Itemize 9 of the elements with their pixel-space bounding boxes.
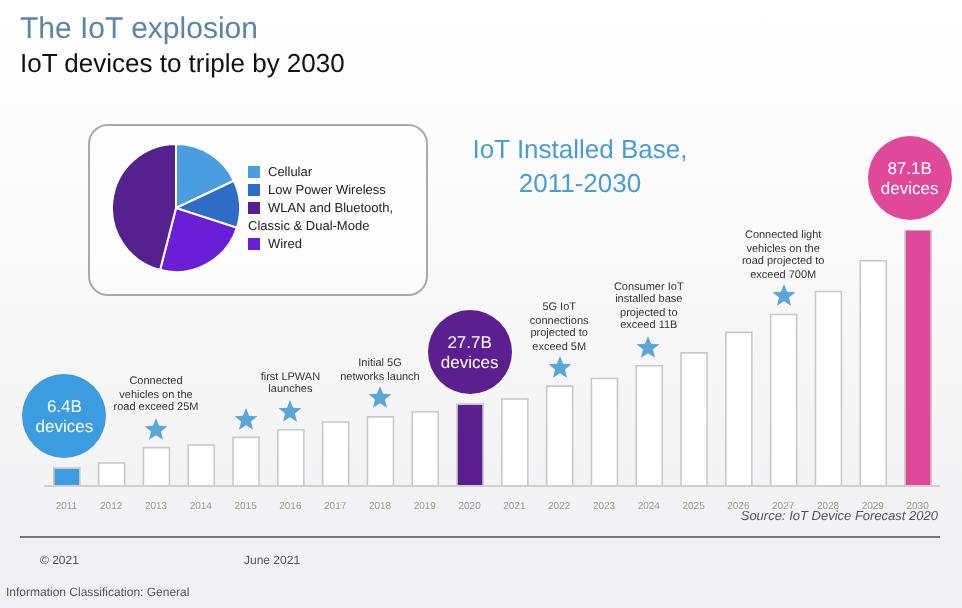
annotation: 27.7B devices [439,332,500,373]
callout-circle: 27.7B devices [427,310,512,395]
chart-title: IoT Installed Base, 2011-2030 [470,132,690,200]
annotation: 87.1B devices [879,158,940,198]
chart-title: The IoT explosion [20,12,258,46]
chart-subtitle: IoT devices to triple by 2030 [20,48,345,78]
annotation: 6.4B devices [34,396,95,437]
callout-circle: 87.1B devices [867,136,952,220]
callout-circle: 6.4B devices [22,374,107,459]
